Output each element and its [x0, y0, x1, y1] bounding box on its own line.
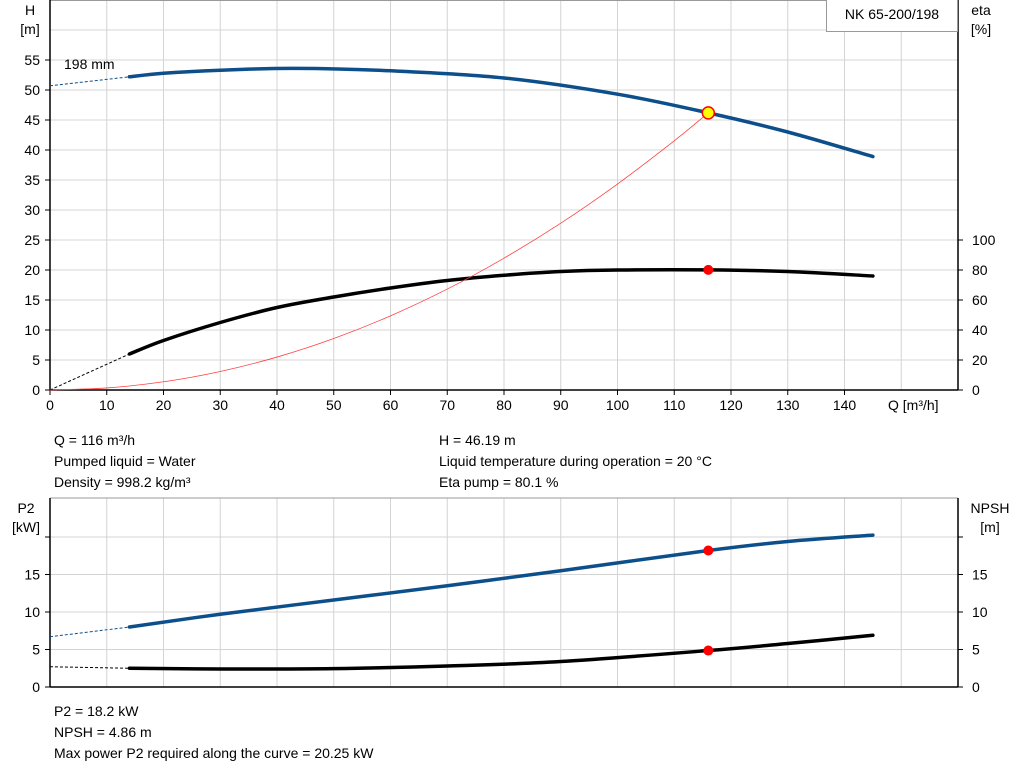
y-axis-unit-right: [%]	[971, 21, 991, 37]
density-readout: Density = 998.2 kg/m³	[54, 474, 191, 490]
x-tick-label: 70	[439, 397, 455, 413]
model-label: NK 65-200/198	[826, 0, 958, 32]
p2-curve	[127, 533, 875, 629]
max-p2-readout: Max power P2 required along the curve = …	[54, 745, 374, 761]
info-top-left: Q = 116 m³/h Pumped liquid = Water Densi…	[54, 430, 196, 493]
p2-readout: P2 = 18.2 kW	[54, 703, 139, 719]
y-tick-label-left: 35	[24, 172, 40, 188]
liquid-readout: Pumped liquid = Water	[54, 453, 196, 469]
y-tick-label-right: 60	[972, 292, 988, 308]
y-axis-unit-left: [m]	[20, 21, 39, 37]
eta-operating-point	[703, 264, 714, 275]
y-tick-label-left: 40	[24, 142, 40, 158]
y-tick-label-left: 45	[24, 112, 40, 128]
x-tick-label: 50	[326, 397, 342, 413]
x-tick-label: 30	[212, 397, 228, 413]
y-tick-label-left: 30	[24, 202, 40, 218]
y-tick-label-left: 15	[24, 567, 40, 583]
eta-extrapolated-line	[49, 353, 130, 391]
npsh-operating-point	[703, 645, 714, 656]
x-tick-label: 80	[496, 397, 512, 413]
eta-curve	[127, 267, 875, 356]
p2-operating-point	[703, 545, 714, 556]
y-tick-label-left: 20	[24, 262, 40, 278]
npsh-readout: NPSH = 4.86 m	[54, 724, 152, 740]
y-tick-label-right: 20	[972, 352, 988, 368]
y-tick-label-left: 10	[24, 322, 40, 338]
y-tick-label-left: 50	[24, 82, 40, 98]
x-tick-label: 60	[383, 397, 399, 413]
y-tick-label-right: 15	[972, 567, 988, 583]
x-tick-label: 10	[99, 397, 115, 413]
y-tick-label-left: 15	[24, 292, 40, 308]
info-top-right: H = 46.19 m Liquid temperature during op…	[439, 430, 712, 493]
y-tick-label-left: 55	[24, 52, 40, 68]
y-tick-label-right: 0	[972, 382, 980, 398]
y-tick-label-right: 10	[972, 604, 988, 620]
y-tick-label-right: 0	[972, 679, 980, 695]
impeller-diameter-label: 198 mm	[64, 56, 115, 72]
info-bottom: P2 = 18.2 kW NPSH = 4.86 m Max power P2 …	[54, 701, 373, 764]
y-tick-label-left: 5	[32, 352, 40, 368]
x-tick-label: 40	[269, 397, 285, 413]
y-tick-label-right: 100	[972, 232, 996, 248]
y-tick-label-left: 5	[32, 642, 40, 658]
x-tick-label: 140	[833, 397, 857, 413]
p2-extrapolated-line	[49, 626, 130, 638]
head-readout: H = 46.19 m	[439, 432, 516, 448]
npsh-curve	[127, 633, 875, 671]
x-axis-label: Q [m³/h]	[888, 397, 939, 413]
y-axis-unit-left: [kW]	[12, 519, 40, 535]
system-curve	[49, 112, 709, 391]
temperature-readout: Liquid temperature during operation = 20…	[439, 453, 712, 469]
npsh-extrapolated-line	[49, 666, 130, 669]
x-tick-label: 0	[46, 397, 54, 413]
eta-readout: Eta pump = 80.1 %	[439, 474, 559, 490]
y-axis-label-right: eta	[971, 2, 991, 18]
y-axis-label-left: P2	[17, 500, 34, 516]
x-tick-label: 100	[606, 397, 630, 413]
y-tick-label-right: 5	[972, 642, 980, 658]
head-operating-point	[701, 106, 716, 120]
y-tick-label-left: 0	[32, 679, 40, 695]
x-tick-label: 120	[719, 397, 743, 413]
x-tick-label: 110	[663, 397, 686, 413]
head-extrapolated-line	[49, 76, 130, 87]
y-tick-label-left: 0	[32, 382, 40, 398]
y-tick-label-right: 80	[972, 262, 988, 278]
y-axis-label-right: NPSH	[971, 500, 1010, 516]
x-tick-label: 130	[776, 397, 800, 413]
y-axis-unit-right: [m]	[980, 519, 999, 535]
y-tick-label-left: 10	[24, 604, 40, 620]
y-tick-label-right: 40	[972, 322, 988, 338]
head-curve	[127, 66, 875, 159]
x-tick-label: 90	[553, 397, 569, 413]
flow-readout: Q = 116 m³/h	[54, 432, 136, 448]
y-axis-label-left: H	[25, 2, 35, 18]
y-tick-label-left: 25	[24, 232, 40, 248]
x-tick-label: 20	[156, 397, 172, 413]
